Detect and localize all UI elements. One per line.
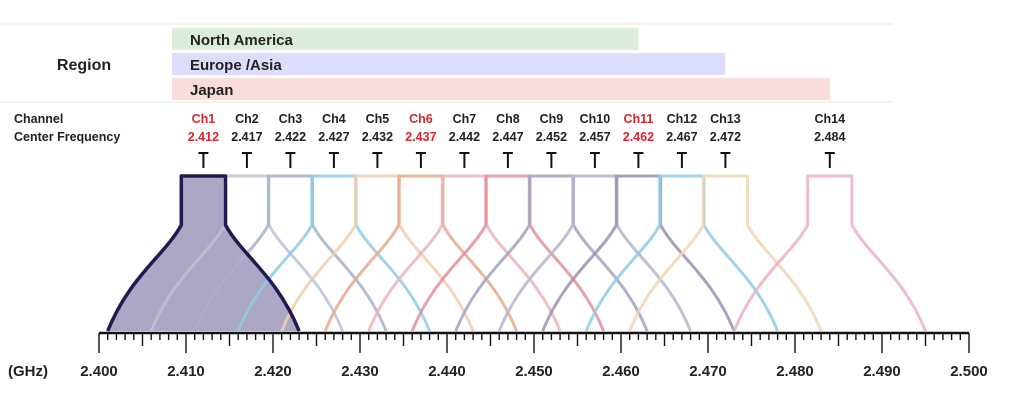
channel-frequency-ch8: 2.447 [492,130,523,144]
channel-name-ch10: Ch10 [580,112,611,126]
channel-mask-ch6 [323,174,518,332]
axis-tick-label: 2.480 [776,363,814,380]
region-header: Region [57,57,111,74]
channel-name-ch6: Ch6 [409,112,433,126]
channel-name-ch3: Ch3 [279,112,303,126]
channel-mask-ch12 [584,174,779,332]
region-name-2: Europe /Asia [190,57,282,74]
channel-shapes [106,174,927,332]
channel-frequency-ch11: 2.462 [623,130,654,144]
axis-tick-label: 2.450 [515,363,553,380]
channel-name-ch5: Ch5 [366,112,390,126]
channel-frequency-ch5: 2.432 [362,130,393,144]
channel-mask-ch2 [149,174,344,332]
region-bars: North America Europe /Asia Japan [172,28,830,100]
axis-tick-label: 2.470 [689,363,727,380]
channel-mask-ch1 [106,174,301,332]
channel-frequency-ch2: 2.417 [231,130,262,144]
region-bar-1 [172,28,639,50]
channel-frequency-ch9: 2.452 [536,130,567,144]
channel-mask-ch14 [732,174,927,332]
region-bar-3 [172,78,830,100]
channel-frequency-ch10: 2.457 [579,130,610,144]
channel-mask-ch5 [280,174,475,332]
channel-name-ch1: Ch1 [192,112,216,126]
channel-frequency-ch12: 2.467 [666,130,697,144]
channel-mask-ch7 [367,174,562,332]
axis-tick-label: 2.460 [602,363,640,380]
channel-name-ch12: Ch12 [667,112,698,126]
channel-frequency-ch6: 2.437 [405,130,436,144]
channel-labels: Ch1 2.412 Ch2 2.417 Ch3 2.422 Ch4 2.427 Ch5 2.432… [188,112,846,144]
center-frequency-label: Center Frequency [14,130,120,144]
channel-name-ch11: Ch11 [623,112,653,126]
region-name-1: North America [190,32,293,49]
frequency-axis: 2.400 2.410 2.420 2.430 2.440 2.450 2.460 2.470… [80,331,988,380]
axis-tick-label: 2.410 [167,363,205,380]
axis-tick-label: 2.430 [341,363,379,380]
channel-name-ch8: Ch8 [496,112,520,126]
axis-tick-label: 2.490 [863,363,901,380]
channel-name-ch13: Ch13 [710,112,741,126]
axis-unit-label: (GHz) [8,363,48,380]
region-name-3: Japan [190,82,233,99]
channel-mask-ch10 [497,174,692,332]
axis-tick-label: 2.420 [254,363,292,380]
channel-mask-ch3 [193,174,388,332]
channel-frequency-ch14: 2.484 [814,130,845,144]
channel-name-ch4: Ch4 [322,112,346,126]
channel-frequency-ch1: 2.412 [188,130,219,144]
channel-mask-ch8 [410,174,605,332]
channel-name-ch7: Ch7 [453,112,477,126]
channel-mask-ch9 [454,174,649,332]
channel-frequency-ch4: 2.427 [318,130,349,144]
channel-name-ch2: Ch2 [235,112,259,126]
axis-tick-label: 2.400 [80,363,118,380]
axis-tick-label: 2.440 [428,363,466,380]
channel-mask-ch13 [628,174,823,332]
channel-name-ch14: Ch14 [815,112,846,126]
channel-mask-ch11 [541,174,736,332]
channel-frequency-ch7: 2.442 [449,130,480,144]
channel-frequency-ch13: 2.472 [710,130,741,144]
channel-name-ch9: Ch9 [540,112,564,126]
channel-markers [198,152,835,168]
channel-label: Channel [14,112,63,126]
channel-frequency-ch3: 2.422 [275,130,306,144]
channel-mask-ch4 [236,174,431,332]
region-bar-2 [172,53,726,75]
axis-tick-label: 2.500 [950,363,988,380]
